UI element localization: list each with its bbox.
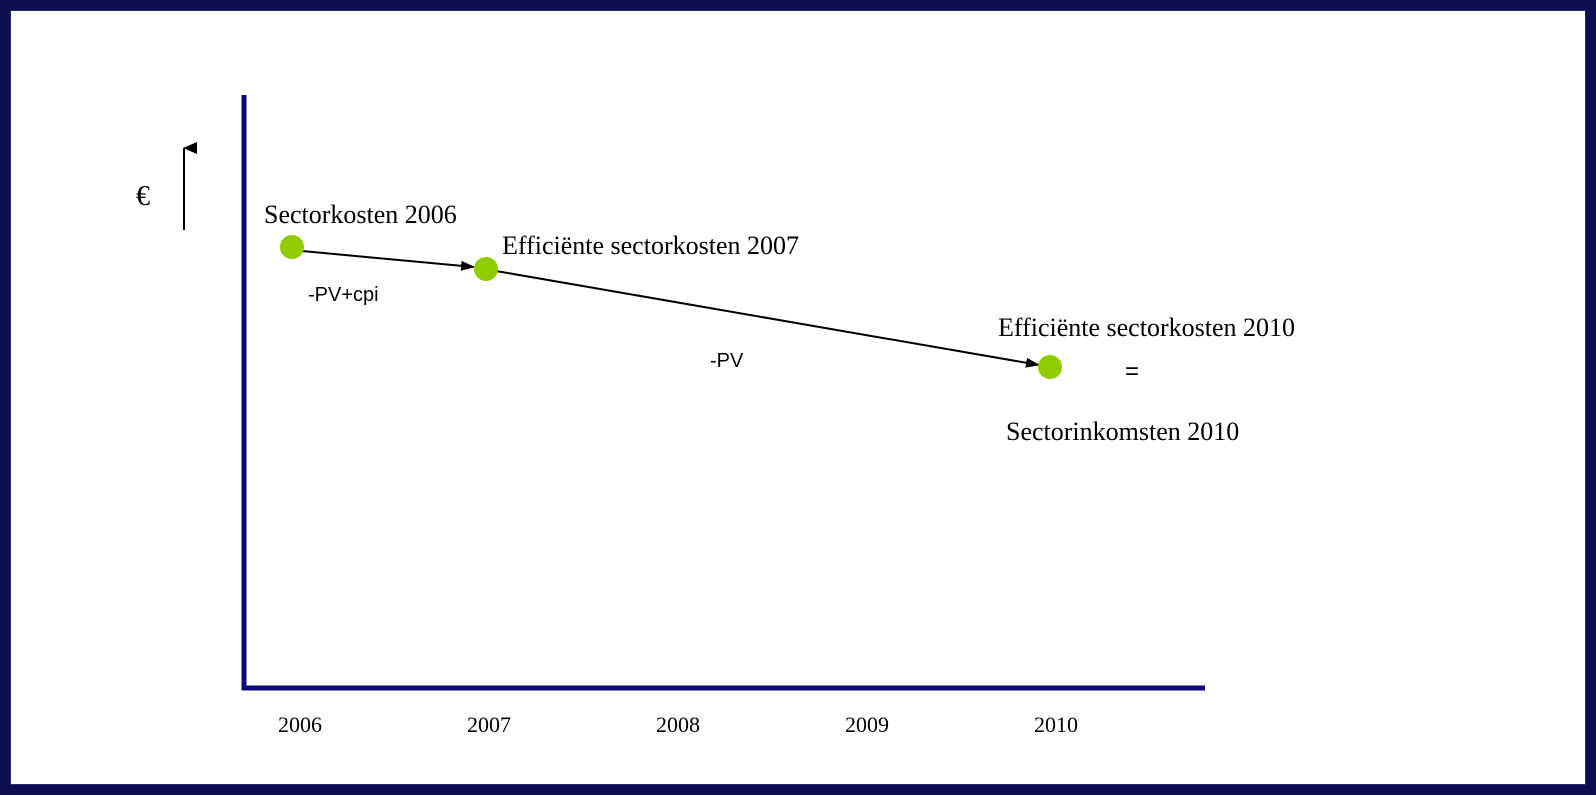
equals-sign: = — [1125, 358, 1139, 385]
x-tick-2009: 2009 — [845, 712, 889, 737]
point-2010 — [1038, 355, 1062, 379]
x-tick-2006: 2006 — [278, 712, 322, 737]
label-sectorkosten-2006: Sectorkosten 2006 — [264, 200, 457, 229]
x-tick-2010: 2010 — [1034, 712, 1078, 737]
label-pv-cpi: -PV+cpi — [308, 284, 379, 306]
point-2007 — [474, 257, 498, 281]
x-tick-2007: 2007 — [467, 712, 511, 737]
transition-arrow-2007-2010 — [495, 270, 1040, 368]
label-pv: -PV — [710, 350, 744, 372]
y-unit-label: € — [136, 181, 150, 212]
label-efficiente-2007: Efficiënte sectorkosten 2007 — [502, 231, 799, 260]
point-2006 — [280, 235, 304, 259]
x-tick-2008: 2008 — [656, 712, 700, 737]
transition-arrow-2006-2007 — [301, 250, 475, 271]
label-sectorinkomsten-2010: Sectorinkomsten 2010 — [1006, 417, 1239, 446]
label-efficiente-2010: Efficiënte sectorkosten 2010 — [998, 313, 1295, 342]
